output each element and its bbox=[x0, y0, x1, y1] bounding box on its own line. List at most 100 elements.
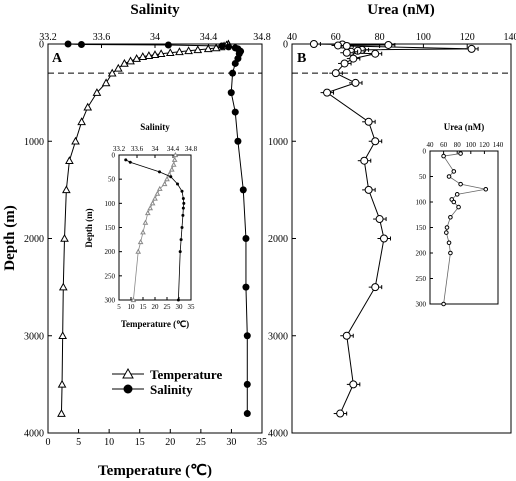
x-top-tick-label: 34.8 bbox=[253, 32, 271, 43]
x-top-tick-label: 34.8 bbox=[185, 145, 198, 153]
panel-a-inset: Salinity Temperature (℃) Depth (m) 5 10 15… bbox=[84, 122, 198, 329]
urea-point bbox=[375, 215, 384, 224]
urea-point bbox=[454, 192, 460, 197]
x-top-tick-label: 34 bbox=[150, 32, 160, 43]
y-tick-label: 300 bbox=[105, 296, 116, 304]
salinity-point bbox=[243, 410, 251, 418]
x-top-tick-label: 60 bbox=[440, 141, 448, 149]
urea-point bbox=[331, 69, 340, 78]
x-top-tick-label: 120 bbox=[479, 141, 490, 149]
y-tick-label: 50 bbox=[419, 173, 427, 181]
x-bottom-tick-label: 5 bbox=[117, 303, 121, 311]
salinity-point bbox=[128, 160, 132, 164]
y-tick-label: 100 bbox=[416, 198, 427, 206]
x-bottom-tick-label: 20 bbox=[165, 437, 175, 448]
urea-point bbox=[364, 185, 373, 194]
y-tick-label: 100 bbox=[105, 200, 116, 208]
temperature-point bbox=[137, 238, 144, 245]
temperature-point bbox=[150, 50, 160, 58]
x-bottom-tick-label: 20 bbox=[152, 303, 160, 311]
y-tick-label: 4000 bbox=[268, 429, 288, 440]
y-tick-label: 0 bbox=[423, 147, 427, 155]
y-tick-label: 150 bbox=[416, 224, 427, 232]
x-top-tick-label: 60 bbox=[331, 32, 341, 43]
x-top-tick-label: 80 bbox=[375, 32, 385, 43]
temperature-point bbox=[193, 45, 203, 54]
temperature-point bbox=[144, 51, 154, 59]
panel-a-inset-series bbox=[124, 151, 186, 303]
urea-point bbox=[309, 40, 318, 48]
urea-point bbox=[342, 331, 351, 340]
urea-point bbox=[456, 204, 461, 210]
panel-b: Urea (nM) B 40 60 80 100 120 1400100020003000… bbox=[268, 2, 516, 440]
panel-a-inset-xlabel: Temperature (℃) bbox=[121, 319, 189, 329]
temperature-point bbox=[156, 49, 166, 58]
salinity-point bbox=[243, 332, 251, 340]
temperature-point bbox=[130, 296, 137, 303]
salinity-point bbox=[180, 189, 184, 193]
legend-temperature-label: Temperature bbox=[150, 367, 222, 382]
y-tick-label: 1000 bbox=[268, 137, 288, 148]
temperature-point bbox=[211, 43, 221, 52]
temperature-point bbox=[147, 205, 154, 211]
temperature-point bbox=[107, 68, 117, 77]
salinity-point bbox=[227, 89, 235, 97]
x-top-tick-label: 40 bbox=[427, 141, 435, 149]
x-top-tick-label: 33.2 bbox=[113, 145, 126, 153]
x-top-tick-label: 140 bbox=[493, 141, 504, 149]
urea-point bbox=[446, 174, 452, 179]
salinity-point bbox=[64, 40, 72, 48]
urea-point bbox=[379, 234, 388, 243]
panel-a-inset-ticks: 5 10 15 20 25 30 35 33.2 33.6 34 34.4 34.8 0 50 100 150… bbox=[105, 145, 198, 311]
y-tick-label: 200 bbox=[105, 248, 116, 256]
x-bottom-tick-label: 10 bbox=[104, 437, 114, 448]
x-bottom-tick-label: 15 bbox=[135, 437, 145, 448]
urea-point bbox=[451, 169, 457, 174]
urea-point bbox=[371, 49, 380, 58]
panel-b-series bbox=[307, 40, 479, 418]
salinity-point bbox=[169, 175, 173, 179]
urea-point bbox=[444, 225, 450, 230]
salinity-point bbox=[242, 235, 250, 242]
panel-a-series bbox=[57, 39, 251, 418]
x-top-tick-label: 33.6 bbox=[131, 145, 144, 153]
salinity-point bbox=[231, 108, 239, 116]
x-top-tick-label: 33.2 bbox=[39, 32, 57, 43]
urea-point bbox=[360, 156, 369, 165]
temperature-point bbox=[77, 117, 86, 126]
temperature-point bbox=[92, 88, 102, 96]
temperature-point bbox=[61, 185, 71, 194]
temperature-point bbox=[101, 78, 111, 87]
x-top-tick-label: 40 bbox=[287, 32, 297, 43]
salinity-point bbox=[77, 40, 85, 48]
salinity-point bbox=[234, 137, 242, 145]
y-tick-label: 200 bbox=[416, 249, 427, 257]
x-top-tick-label: 34 bbox=[152, 145, 160, 153]
x-top-tick-label: 34.4 bbox=[167, 145, 180, 153]
temperature-point bbox=[71, 136, 80, 145]
temperature-point bbox=[135, 248, 142, 254]
temperature-point bbox=[149, 200, 156, 206]
temperature-point bbox=[58, 282, 68, 291]
temperature-point bbox=[152, 195, 158, 201]
legend: Temperature Salinity bbox=[112, 367, 222, 397]
temperature-point bbox=[184, 46, 193, 55]
temperature-point bbox=[132, 54, 142, 62]
temperature-point bbox=[170, 161, 177, 167]
panel-b-label: B bbox=[297, 51, 306, 66]
salinity-point bbox=[229, 69, 237, 77]
urea-point bbox=[323, 88, 332, 97]
x-bottom-tick-label: 5 bbox=[76, 437, 81, 448]
panel-b-inset-series bbox=[441, 151, 489, 307]
urea-point bbox=[448, 215, 453, 220]
salinity-point bbox=[182, 201, 186, 205]
temperature-point bbox=[142, 219, 149, 225]
urea-point bbox=[384, 40, 393, 49]
urea-point bbox=[441, 153, 446, 159]
salinity-point bbox=[178, 250, 182, 254]
temperature-point bbox=[168, 166, 175, 172]
panel-a-title: Salinity bbox=[130, 2, 180, 18]
